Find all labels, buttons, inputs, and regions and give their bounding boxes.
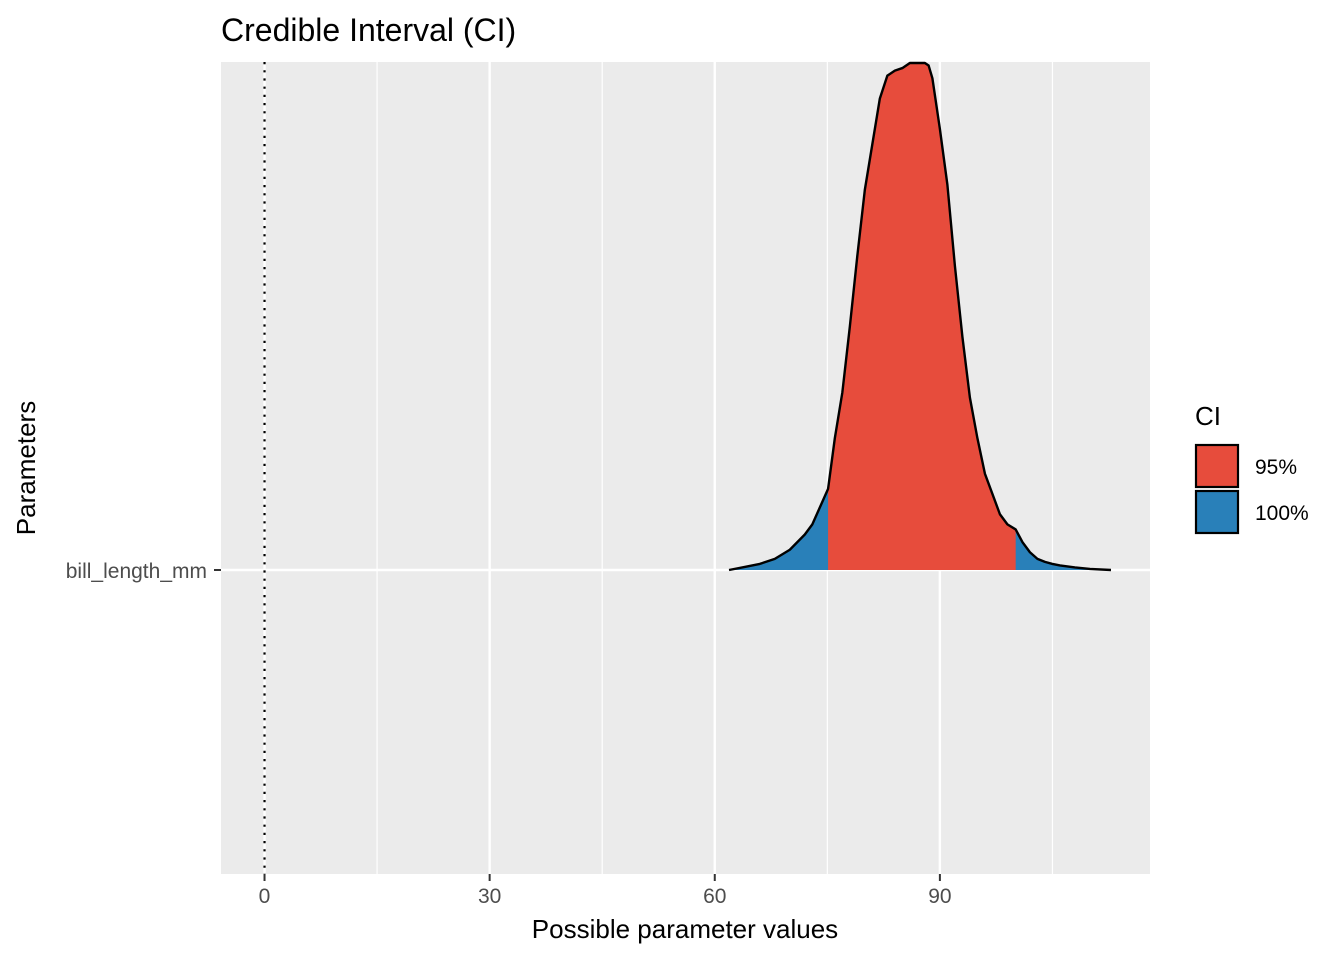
- chart-title: Credible Interval (CI): [221, 12, 516, 48]
- y-axis-title: Parameters: [11, 401, 41, 535]
- legend-label: 100%: [1255, 502, 1309, 525]
- x-tick-label: 30: [478, 885, 501, 908]
- x-tick-label: 90: [928, 885, 951, 908]
- plot-panel: [221, 62, 1150, 874]
- x-tick-label: 60: [703, 885, 726, 908]
- density-outline: [728, 61, 1112, 572]
- x-axis: 0 30 60 90: [259, 874, 952, 908]
- x-axis-title: Possible parameter values: [532, 914, 838, 944]
- y-axis: bill_length_mm: [66, 560, 221, 583]
- x-tick-label: 0: [259, 885, 271, 908]
- legend-title: CI: [1195, 401, 1221, 431]
- ci-95-region: [828, 63, 1016, 570]
- density-layer: [728, 61, 1112, 572]
- legend-label: 95%: [1255, 456, 1297, 479]
- legend: CI 95% 100%: [1194, 401, 1309, 535]
- legend-swatch: [1194, 489, 1240, 535]
- y-tick-label: bill_length_mm: [66, 560, 207, 583]
- legend-swatch: [1194, 443, 1240, 489]
